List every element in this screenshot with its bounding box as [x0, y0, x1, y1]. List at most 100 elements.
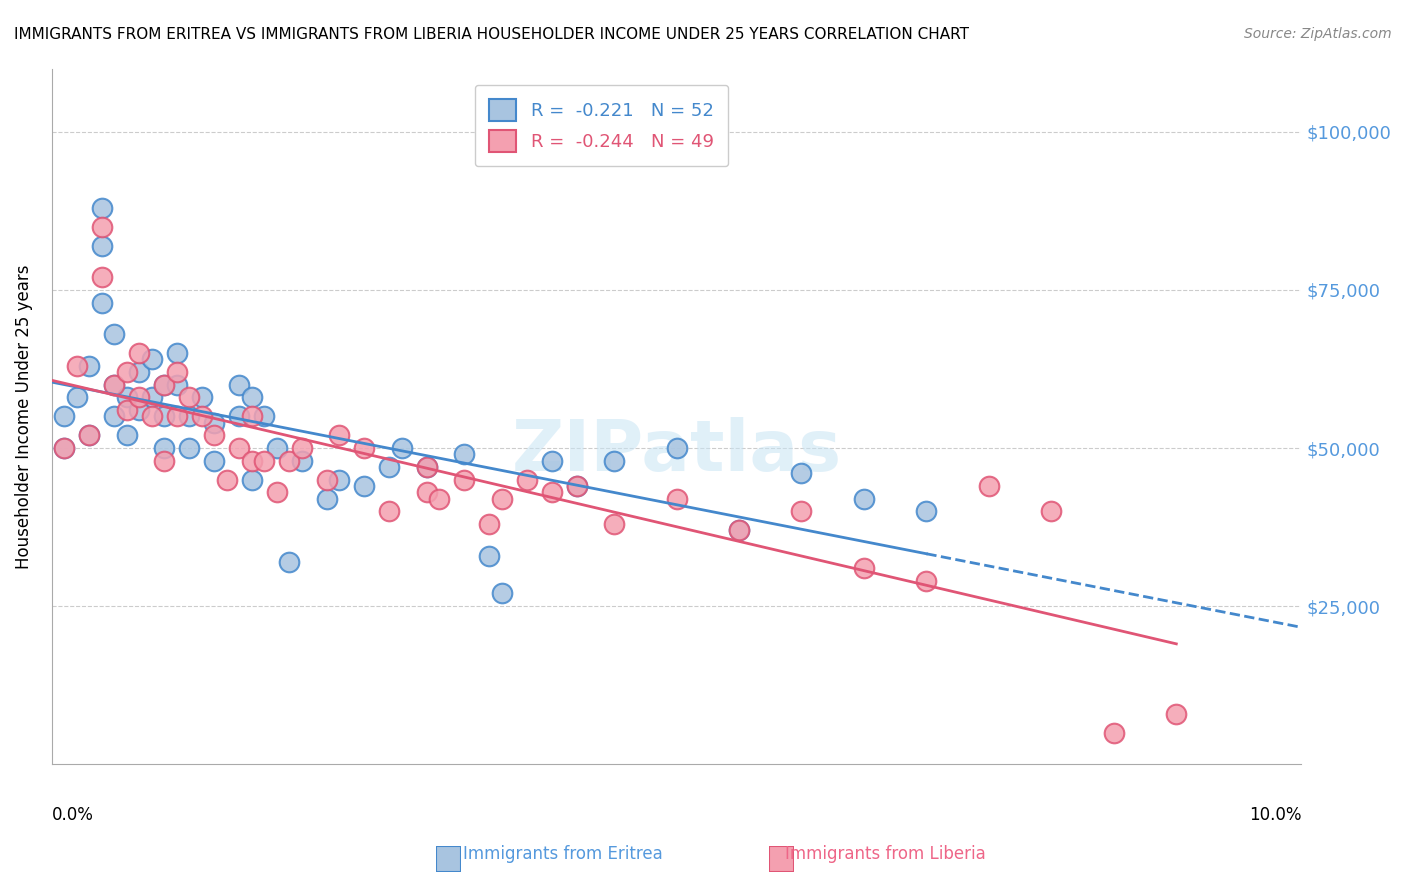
Point [103, 409, 125, 424]
Point [540, 453, 562, 467]
Y-axis label: Householder Income Under 25 years: Householder Income Under 25 years [15, 264, 32, 568]
Point [128, 391, 150, 405]
Point [915, 504, 938, 518]
Point [153, 441, 176, 455]
Point [353, 441, 375, 455]
Point [190, 409, 212, 424]
Point [215, 473, 238, 487]
Point [516, 473, 538, 487]
Point [278, 453, 301, 467]
Point [141, 409, 163, 424]
Point [378, 460, 401, 475]
Point [478, 516, 501, 531]
Point [790, 467, 813, 481]
Point [453, 473, 475, 487]
Point [240, 453, 263, 467]
Point [190, 391, 212, 405]
Point [166, 377, 188, 392]
Point [665, 491, 688, 506]
Point [103, 327, 125, 342]
Point [53, 441, 76, 455]
Text: Immigrants from Liberia: Immigrants from Liberia [786, 846, 986, 863]
Point [415, 460, 437, 475]
Point [153, 377, 176, 392]
Point [115, 428, 138, 442]
Point [202, 416, 225, 430]
Point [179, 409, 201, 424]
Point [565, 479, 588, 493]
Point [77, 428, 100, 442]
Text: ZIPatlas: ZIPatlas [512, 417, 842, 485]
Point [291, 441, 314, 455]
Point [90, 295, 112, 310]
Point [253, 453, 276, 467]
Point [790, 504, 813, 518]
Text: 0.0%: 0.0% [52, 806, 94, 824]
Point [665, 441, 688, 455]
Point [153, 377, 176, 392]
Point [266, 485, 288, 500]
Point [53, 409, 76, 424]
Point [77, 359, 100, 373]
Point [141, 352, 163, 367]
Point [90, 238, 112, 252]
Point [291, 453, 314, 467]
Point [328, 428, 350, 442]
Point [179, 391, 201, 405]
Point [491, 491, 513, 506]
Point [166, 365, 188, 379]
Point [565, 479, 588, 493]
Text: 10.0%: 10.0% [1249, 806, 1302, 824]
Point [228, 441, 250, 455]
Text: Immigrants from Eritrea: Immigrants from Eritrea [463, 846, 662, 863]
Point [328, 473, 350, 487]
Point [228, 377, 250, 392]
Point [103, 377, 125, 392]
Point [415, 485, 437, 500]
Point [90, 270, 112, 285]
Point [315, 491, 337, 506]
Point [728, 523, 751, 537]
Point [1166, 706, 1188, 721]
Point [115, 391, 138, 405]
Point [603, 516, 626, 531]
Point [852, 491, 875, 506]
Point [852, 561, 875, 575]
Point [353, 479, 375, 493]
Point [240, 391, 263, 405]
Point [427, 491, 450, 506]
Point [240, 409, 263, 424]
Point [491, 586, 513, 600]
Point [1040, 504, 1063, 518]
Point [240, 473, 263, 487]
Point [141, 391, 163, 405]
Point [391, 441, 413, 455]
Point [315, 473, 337, 487]
Point [166, 409, 188, 424]
Text: IMMIGRANTS FROM ERITREA VS IMMIGRANTS FROM LIBERIA HOUSEHOLDER INCOME UNDER 25 Y: IMMIGRANTS FROM ERITREA VS IMMIGRANTS FR… [14, 27, 969, 42]
Point [915, 574, 938, 588]
Point [977, 479, 1000, 493]
Point [603, 453, 626, 467]
Point [103, 377, 125, 392]
Point [90, 201, 112, 215]
Point [453, 447, 475, 461]
Point [90, 219, 112, 234]
Point [253, 409, 276, 424]
Point [202, 428, 225, 442]
Point [66, 391, 89, 405]
Point [228, 409, 250, 424]
Point [415, 460, 437, 475]
Point [202, 453, 225, 467]
Point [128, 365, 150, 379]
Legend: R =  -0.221   N = 52, R =  -0.244   N = 49: R = -0.221 N = 52, R = -0.244 N = 49 [475, 85, 728, 167]
Point [53, 441, 76, 455]
Point [153, 453, 176, 467]
Point [128, 403, 150, 417]
Point [378, 504, 401, 518]
Point [540, 485, 562, 500]
Point [77, 428, 100, 442]
Point [478, 549, 501, 563]
Point [1102, 725, 1125, 739]
Point [266, 441, 288, 455]
